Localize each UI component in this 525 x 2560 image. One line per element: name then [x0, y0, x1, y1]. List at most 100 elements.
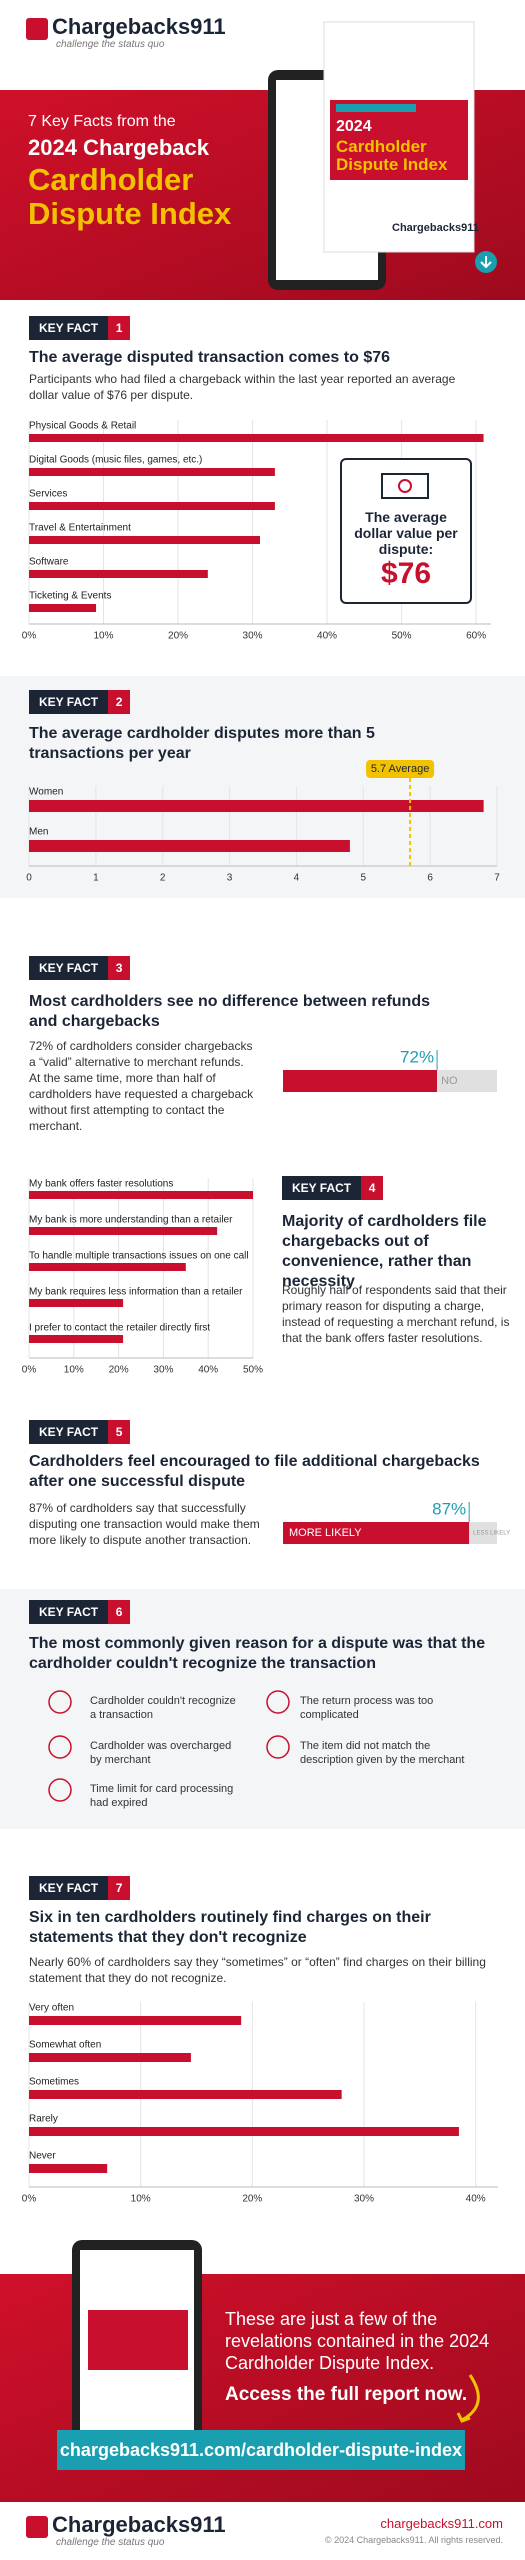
book-logo: Chargebacks911	[392, 222, 479, 234]
logo: Chargebacks911	[52, 14, 226, 39]
category-label: Physical Goods & Retail	[29, 421, 136, 432]
x-tick-label: 1	[93, 873, 99, 884]
key-fact-tag: KEY FACT 2	[29, 690, 131, 714]
category-label: Software	[29, 557, 69, 568]
inner-label: MORE LIKELY	[289, 1527, 362, 1539]
x-tick-label: 4	[294, 873, 300, 884]
x-tick-label: 2	[160, 873, 166, 884]
logo-icon	[26, 18, 48, 40]
category-label: Services	[29, 489, 67, 500]
book-strip	[336, 104, 416, 112]
reason: Cardholder couldn't recognize a transact…	[90, 1695, 236, 1721]
section-title: Six in ten cardholders routinely find ch…	[29, 1909, 431, 1946]
category-label: My bank requires less information than a…	[29, 1287, 243, 1298]
x-tick-label: 0	[26, 873, 32, 884]
book-title: Cardholder Dispute Index	[336, 137, 448, 174]
bar	[29, 800, 484, 812]
category-label: Travel & Entertainment	[29, 523, 131, 534]
section-title: Most cardholders see no difference betwe…	[29, 993, 430, 1030]
bar	[29, 2053, 191, 2062]
x-tick-label: 6	[427, 873, 433, 884]
card: The average dollar value per dispute: $7…	[340, 458, 472, 604]
x-tick-label: 20%	[242, 2194, 262, 2205]
book-panel	[330, 100, 468, 180]
category-label: I prefer to contact the retailer directl…	[29, 1323, 210, 1334]
rest-label: LESS LIKELY	[473, 1531, 510, 1537]
reason: The item did not match the description g…	[300, 1740, 465, 1766]
section-title: Majority of cardholders file chargebacks…	[282, 1213, 487, 1290]
footer-text: These are just a few of the revelations …	[225, 2309, 490, 2373]
bar	[29, 2127, 459, 2136]
x-tick-label: 20%	[168, 631, 188, 642]
url-bar[interactable]	[57, 2430, 465, 2470]
bar	[29, 604, 97, 612]
annotation-label: 5.7 Average	[371, 763, 430, 775]
key-fact-tag: KEY FACT 7	[29, 1876, 131, 1900]
arrow	[456, 2374, 480, 2423]
annotation-bubble	[366, 760, 435, 778]
section-text: Nearly 60% of cardholders say they “some…	[29, 1955, 486, 1985]
category-label: Women	[29, 787, 63, 798]
x-tick-label: 3	[227, 873, 233, 884]
footer-site: chargebacks911.com	[380, 2516, 503, 2531]
section-title: Cardholders feel encouraged to file addi…	[29, 1453, 480, 1490]
x-tick-label: 40%	[317, 631, 337, 642]
hero-title: Cardholder Dispute Index	[28, 162, 232, 231]
key-fact-tag: KEY FACT 5	[29, 1420, 131, 1444]
section-text: Roughly half of respondents said that th…	[282, 1283, 510, 1345]
x-tick-label: 50%	[392, 631, 412, 642]
category-label: Very often	[29, 2003, 74, 2014]
bar-rest	[469, 1522, 497, 1544]
bar	[283, 1522, 470, 1544]
key-fact-tag: KEY FACT 6	[29, 1600, 131, 1624]
bar	[29, 570, 208, 578]
tagline: challenge the status quo	[56, 39, 165, 50]
value-label: 72%	[400, 1047, 434, 1066]
section-title: The most commonly given reason for a dis…	[29, 1635, 486, 1672]
category-label: Never	[29, 2151, 56, 2162]
category-label: My bank offers faster resolutions	[29, 1179, 173, 1190]
bar	[29, 1263, 186, 1271]
bar	[283, 1070, 438, 1092]
bar	[29, 434, 484, 442]
x-tick-label: 30%	[354, 2194, 374, 2205]
footer-url[interactable]: chargebacks911.com/cardholder-dispute-in…	[59, 2440, 463, 2460]
bar	[29, 468, 275, 476]
reason: The return process was too complicated	[300, 1695, 434, 1721]
logo-icon	[26, 2516, 48, 2538]
bar	[29, 1227, 218, 1235]
bar	[29, 536, 260, 544]
bar	[29, 2016, 242, 2025]
x-tick-label: 30%	[153, 1365, 173, 1376]
copyright: © 2024 Chargebacks911. All rights reserv…	[324, 2535, 503, 2545]
hero-line: 7 Key Facts from the	[28, 113, 176, 130]
x-tick-label: 5	[361, 873, 367, 884]
key-fact-tag: KEY FACT 1	[29, 316, 131, 340]
key-fact-tag: KEY FACT 3	[29, 956, 131, 980]
x-tick-label: 30%	[243, 631, 263, 642]
x-tick-label: 0%	[22, 1365, 37, 1376]
reason: Time limit for card processing had expir…	[90, 1783, 234, 1809]
category-label: Digital Goods (music files, games, etc.)	[29, 455, 202, 466]
bar	[29, 1191, 253, 1199]
book-panel	[88, 2310, 188, 2370]
bar	[29, 2090, 342, 2099]
card-label: The average dollar value per dispute:	[354, 509, 458, 557]
category-label: Men	[29, 827, 48, 838]
x-tick-label: 7	[494, 873, 500, 884]
hero-line: 2024 Chargeback	[28, 135, 209, 160]
section-text: 87% of cardholders say that successfully…	[29, 1501, 260, 1547]
category-label: Ticketing & Events	[29, 591, 111, 602]
section-title: The average disputed transaction comes t…	[29, 349, 391, 366]
category-label: Sometimes	[29, 2077, 79, 2088]
bar	[29, 1299, 124, 1307]
section-title: The average cardholder disputes more tha…	[29, 725, 375, 762]
reason: Cardholder was overcharged by merchant	[90, 1740, 232, 1766]
section-bg	[0, 1589, 525, 1829]
category-label: Rarely	[29, 2114, 58, 2125]
x-tick-label: 10%	[64, 1365, 84, 1376]
x-tick-label: 60%	[466, 631, 486, 642]
bar	[29, 502, 275, 510]
bar	[29, 1335, 124, 1343]
